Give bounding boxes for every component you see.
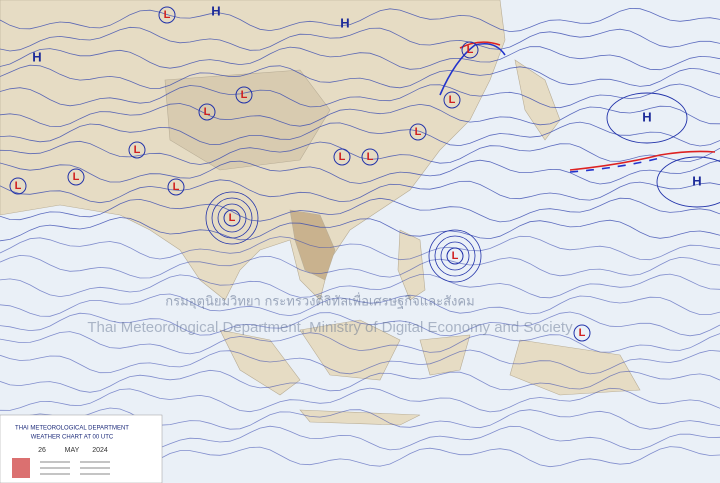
isobar [0,140,720,165]
pressure-center-label: H [340,15,349,30]
japan [514,59,561,141]
pressure-center-label: H [692,173,701,188]
pressure-center-label: L [579,327,586,339]
pressure-center-label: L [173,181,180,193]
low-ring [443,91,461,109]
pressure-center-label: L [73,171,80,183]
legend-background [0,414,163,483]
high-isobar [656,156,720,208]
plateau [164,69,331,171]
stationary-front-red [569,150,716,171]
low-ring [167,178,185,196]
isobar [0,217,720,242]
fronts [439,41,716,173]
legend-month: MAY [65,447,80,454]
pressure-center-label: L [467,44,474,56]
pressure-center-label: L [449,94,456,106]
low-ring [235,86,253,104]
pressure-center-label: L [452,250,459,262]
low-ring [9,177,27,195]
storm-isobar [428,229,482,283]
isobar [0,46,720,71]
pressure-center-label: L [415,126,422,138]
high-isobar [606,92,688,144]
low-ring [409,123,427,141]
isobar [0,235,720,261]
storm-isobar [205,191,259,245]
land [0,0,641,426]
warm-front [459,41,501,49]
isobar [0,121,720,147]
new-guinea [509,339,641,396]
storm-isobar [440,241,470,271]
cold-front [439,42,506,96]
isobar [0,7,720,33]
legend-agency: THAI METEOROLOGICAL DEPARTMENT [15,426,129,432]
storm-isobar [217,203,247,233]
low-ring [67,168,85,186]
low-ring [573,324,591,342]
legend-box: THAI METEOROLOGICAL DEPARTMENT WEATHER C… [0,414,163,483]
pressure-center-label: L [204,106,211,118]
legend-symbols [40,461,110,475]
low-ring [333,148,351,166]
pressure-center-label: H [32,49,41,64]
agency-logo [12,458,30,478]
legend-year: 2024 [92,447,108,454]
watermark-english: Thai Meteorological Department, Ministry… [87,319,573,336]
stationary-front-blue [569,157,661,173]
isobar [0,197,720,223]
isobar [0,273,720,299]
sumatra [219,329,301,396]
low-ring [461,41,479,59]
isobar [0,83,720,109]
isobar [0,369,720,393]
pressure-center-label: H [211,3,220,18]
low-ring [128,141,146,159]
low-ring [361,148,379,166]
isobar [0,407,720,430]
pressure-center-label: H [642,109,651,124]
pressure-center-label: L [134,144,141,156]
sulawesi [419,334,471,376]
legend-day: 26 [38,447,46,454]
isobar [0,64,720,89]
java [299,409,421,426]
storm-isobar [211,197,253,239]
isobar [0,311,720,337]
low-ring [198,103,216,121]
low-ring [446,247,464,265]
isobar [0,26,720,52]
pressure-center-label: L [339,151,346,163]
isobar [0,179,720,204]
isobar [0,349,720,375]
isobar [0,159,720,185]
pressure-center-label: L [367,151,374,163]
storm-isobar [434,235,476,277]
watermark-thai: กรมอุตุนิยมวิทยา กระทรวงดิจิทัลเพื่อเศรษ… [165,292,474,309]
low-ring [158,6,176,24]
pressure-centers: H H H H H L L L L L L L L L L L L L L L [9,3,720,342]
isobar [0,254,720,279]
pressure-center-label: L [15,180,22,192]
low-ring [223,209,241,227]
isobar [0,331,720,355]
isobar [0,103,720,128]
pressure-center-label: L [241,89,248,101]
pressure-center-label: L [229,212,236,224]
legend-title: WEATHER CHART AT 00 UTC [31,435,114,441]
isobar [0,293,720,317]
isobar [0,387,720,413]
pressure-center-label: L [164,9,171,21]
philippines [397,229,426,301]
